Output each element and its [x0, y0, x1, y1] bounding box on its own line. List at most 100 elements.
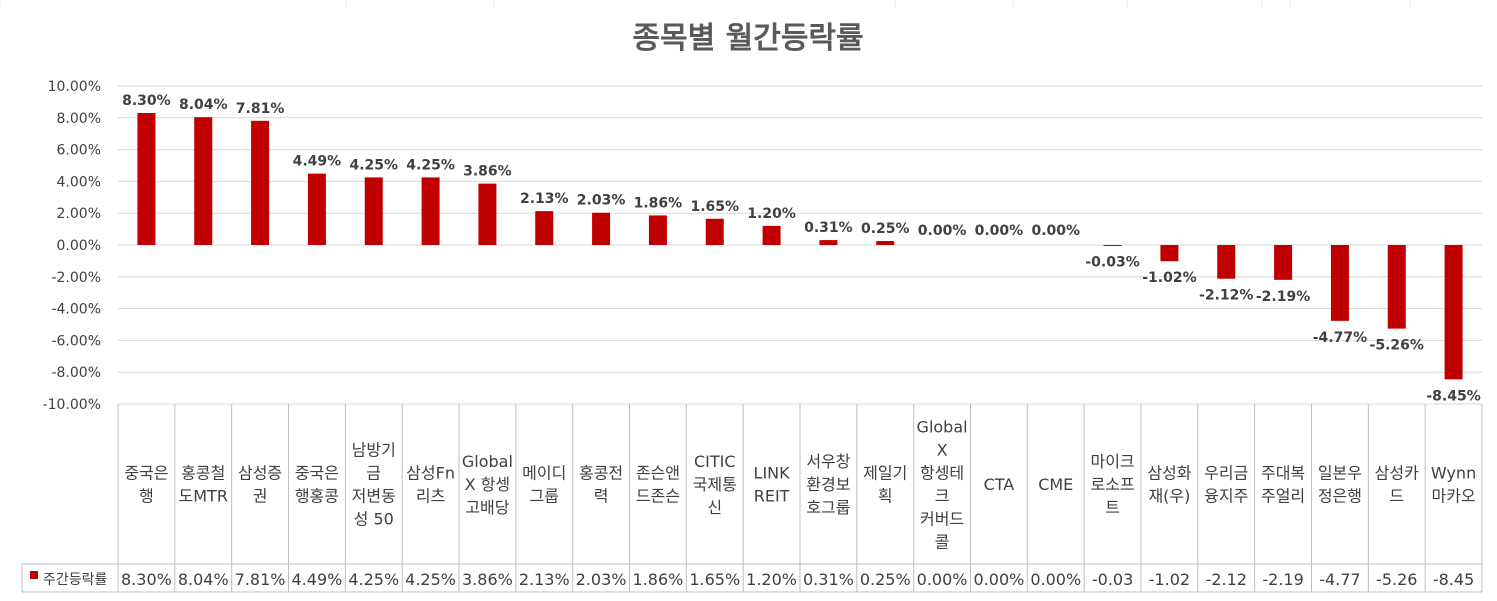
category-label: 서우창 [806, 452, 850, 471]
category-label: 메이디 [522, 464, 566, 483]
category-label: 신 [707, 498, 722, 517]
data-label: 8.04% [179, 97, 228, 113]
category-label: CTA [984, 475, 1015, 494]
bar [307, 173, 326, 245]
table-value: 8.30% [121, 570, 172, 589]
category-label: CITIC [694, 452, 736, 471]
sheet-gridlines [0, 0, 1411, 8]
data-label: -1.02% [1142, 270, 1196, 286]
category-label: 중국은 [124, 464, 168, 483]
category-label: 주얼리 [1261, 487, 1305, 506]
data-label: -5.26% [1370, 338, 1424, 354]
y-tick-label: 4.00% [57, 174, 101, 190]
category-label: 남방기 [352, 441, 396, 460]
data-label: -0.03% [1085, 254, 1139, 270]
data-label: 1.20% [747, 206, 796, 222]
data-label: 2.03% [577, 193, 626, 209]
table-value: 2.13% [519, 570, 570, 589]
category-label: LINK [754, 464, 791, 483]
category-label: 삼성Fn [406, 464, 455, 483]
category-label: 삼성화 [1147, 464, 1191, 483]
category-label: 정은행 [1318, 487, 1362, 506]
category-label: 도MTR [179, 487, 228, 506]
bar [705, 218, 724, 245]
data-label: 0.00% [1031, 223, 1080, 239]
bar [535, 211, 554, 245]
y-tick-label: 0.00% [57, 238, 101, 254]
category-label: 제일기 [863, 464, 907, 483]
category-label: 로소프 [1090, 475, 1134, 494]
y-axis-ticks: 10.00% 8.00% 6.00% 4.00% 2.00% 0.00% -2.00% -4.… [43, 79, 101, 413]
bar [1217, 245, 1236, 279]
table-value: 2.03% [576, 570, 627, 589]
table-value: -8.45 [1433, 570, 1474, 589]
bar [137, 113, 156, 245]
table-value: 4.49% [292, 570, 343, 589]
bar [762, 225, 781, 245]
table-value: 4.25% [405, 570, 456, 589]
y-tick-label: 6.00% [57, 143, 101, 159]
bar [1160, 245, 1179, 262]
table-value: 1.65% [689, 570, 740, 589]
category-label: 드존슨 [636, 487, 680, 506]
data-label: 0.25% [861, 221, 910, 237]
bar [194, 117, 213, 245]
bar [1103, 245, 1122, 246]
bar [592, 212, 611, 245]
bar [1444, 245, 1463, 380]
category-label: 콜 [935, 533, 950, 552]
bar [876, 241, 895, 245]
category-label: 크 [935, 487, 950, 506]
category-label: 저변동 [352, 487, 396, 506]
category-label: X [937, 441, 948, 460]
y-tick-label: -6.00% [51, 333, 101, 349]
data-label: 0.00% [975, 223, 1024, 239]
table-value: 7.81% [235, 570, 286, 589]
category-label: 우리금 [1204, 464, 1248, 483]
data-label: -8.45% [1426, 388, 1480, 404]
y-tick-label: 10.00% [48, 79, 101, 95]
table-value: 0.31% [803, 570, 854, 589]
table-value: 1.86% [633, 570, 684, 589]
table-value: -0.03 [1092, 570, 1133, 589]
data-label: -2.12% [1199, 288, 1253, 304]
category-label: 존슨앤 [636, 464, 680, 483]
table-value: 8.04% [178, 570, 229, 589]
category-label: REIT [754, 487, 790, 506]
data-label: 4.49% [293, 154, 342, 170]
data-label: -4.77% [1313, 330, 1367, 346]
bar [1330, 245, 1349, 321]
category-label: X 항셍 [465, 475, 511, 494]
table-value: -5.26 [1376, 570, 1417, 589]
table-value: 3.86% [462, 570, 513, 589]
table-value: -2.12 [1206, 570, 1247, 589]
y-tick-label: -4.00% [51, 302, 101, 318]
category-label: 호그룹 [806, 498, 850, 517]
category-label: 중국은 [295, 464, 339, 483]
data-label: 4.25% [406, 157, 455, 173]
data-label: 8.30% [122, 93, 171, 109]
table-value: 4.25% [348, 570, 399, 589]
category-label: 권 [253, 487, 268, 506]
legend-key [30, 571, 38, 579]
bar [478, 183, 497, 245]
legend-series-name: 주간등락률 [43, 572, 108, 588]
category-label: 마이크 [1090, 452, 1134, 471]
y-tick-label: -2.00% [51, 270, 101, 286]
category-label: 재(우) [1148, 487, 1190, 506]
category-label: 행홍콩 [295, 487, 339, 506]
category-label: 트 [1105, 498, 1120, 517]
category-label: 국제통 [693, 475, 737, 494]
category-label: 성 50 [354, 510, 394, 529]
category-label: 홍콩철 [181, 464, 225, 483]
y-tick-label: -10.00% [43, 397, 101, 413]
bar [648, 215, 667, 245]
category-label: 환경보 [806, 475, 850, 494]
data-label: 0.31% [804, 220, 853, 236]
data-label: 7.81% [236, 101, 285, 117]
bar [364, 177, 383, 245]
bars [137, 113, 1463, 380]
data-label: 3.86% [463, 164, 512, 180]
